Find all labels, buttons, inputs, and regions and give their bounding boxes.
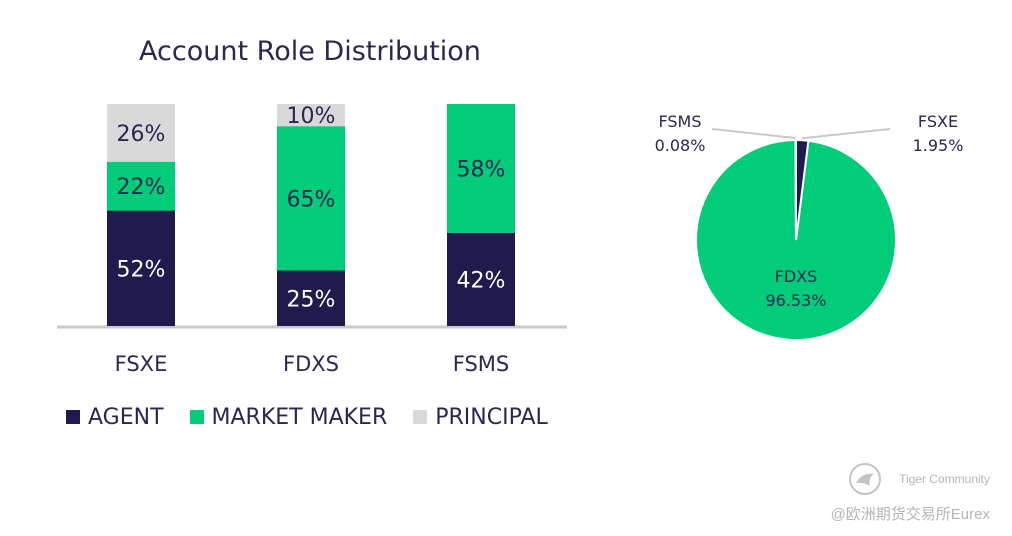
tick-label-fdxs: FDXS <box>283 352 339 376</box>
data-label-fsxe-principal: 26% <box>117 122 166 147</box>
pie-label-fdxs-name: FDXS <box>775 267 818 286</box>
bar-chart: 52% 22% 26% FSXE 25% 65% 10% FDXS 42% 58% FSMS <box>57 104 567 376</box>
bar-fsxe-agent <box>107 210 175 326</box>
data-label-fsms-agent: 42% <box>457 268 506 293</box>
bar-fsms-market-maker <box>447 104 515 233</box>
pie-label-fsms-name: FSMS <box>658 112 701 131</box>
bar-fsxe-principal <box>107 104 175 162</box>
watermark-community: Tiger Community <box>899 472 990 486</box>
legend: AGENT MARKET MAKER PRINCIPAL <box>66 402 574 432</box>
legend-label-principal: PRINCIPAL <box>435 404 548 430</box>
legend-item-market-maker: MARKET MAKER <box>189 404 388 430</box>
data-label-fsxe-market-maker: 22% <box>117 175 166 200</box>
pie-slice-fsms <box>794 138 797 241</box>
pie-label-fsxe-name: FSXE <box>918 112 958 131</box>
tick-label-fsxe: FSXE <box>115 352 168 376</box>
legend-swatch-market-maker <box>189 410 204 424</box>
legend-swatch-agent <box>66 410 80 424</box>
bar-fdxs-market-maker <box>277 126 345 271</box>
data-label-fdxs-agent: 25% <box>287 287 336 312</box>
leader-line-fsms <box>711 128 796 139</box>
tiger-logo-icon <box>849 463 881 495</box>
data-label-fdxs-market-maker: 65% <box>287 187 336 212</box>
bar-fsxe-market-maker <box>107 161 175 211</box>
legend-swatch-principal <box>413 410 428 424</box>
bar-fdxs-principal <box>277 104 345 127</box>
leader-line-fsxe <box>802 128 891 140</box>
pie-label-fdxs-value: 96.53% <box>765 291 826 310</box>
pie-chart: FSMS 0.08% FSXE 1.95% FDXS 96.53% <box>655 112 964 341</box>
legend-item-agent: AGENT <box>66 405 164 430</box>
legend-label-market-maker: MARKET MAKER <box>211 404 388 430</box>
tick-label-fsms: FSMS <box>453 352 510 376</box>
pie-label-fsxe-value: 1.95% <box>913 136 964 155</box>
chart-title: Account Role Distribution <box>139 36 481 67</box>
data-label-fsms-market-maker: 58% <box>457 157 506 182</box>
data-label-fdxs-principal: 10% <box>287 104 336 129</box>
pie-label-fsms-value: 0.08% <box>655 136 706 155</box>
legend-item-principal: PRINCIPAL <box>413 405 548 430</box>
bar-fdxs-agent <box>277 270 345 326</box>
bar-fsms-agent <box>447 232 515 326</box>
data-label-fsxe-agent: 52% <box>117 257 166 282</box>
legend-label-agent: AGENT <box>88 404 164 430</box>
watermark-source: @欧洲期货交易所Eurex <box>830 506 990 523</box>
